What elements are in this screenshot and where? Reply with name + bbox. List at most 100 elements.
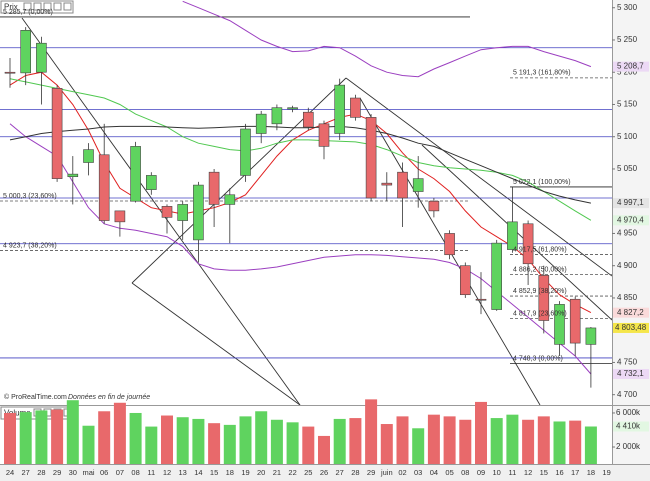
volume-bar [443,416,456,464]
panel-title: Volume [4,409,31,418]
candle-body [255,113,267,134]
volume-bar [569,420,582,464]
candle-body [4,71,16,74]
volume-bar [223,424,236,464]
x-tick-label: 28 [37,468,45,477]
x-tick-label: 07 [116,468,124,477]
volume-bar [333,418,346,464]
trend-line [21,17,301,405]
x-tick-label: 30 [69,468,77,477]
volume-bar [318,435,330,464]
x-tick-label: 22 [288,468,296,477]
overlay-label: 4 997,1 [617,198,644,207]
x-tick-label: 29 [367,468,375,477]
volume-bar [145,426,158,464]
volume-last-label: 4 410k [616,422,641,431]
volume-bar [192,418,205,464]
x-tick-label: 17 [571,468,579,477]
y-tick-label: 4 850 [617,293,638,302]
overlay-line [9,125,591,204]
retracement-label: 4 923,7 (38,20%) [3,242,57,249]
volume-bar [427,414,440,464]
x-tick-label: 15 [540,468,548,477]
candle-body [318,123,330,147]
volume-bar [475,401,487,464]
retracement-label: 5 285,7 (0,00%) [3,9,53,16]
candle-body [130,146,141,202]
x-tick-label: 16 [555,468,563,477]
x-tick-label: 19 [241,468,249,477]
y-tick-label: 5 050 [617,164,638,173]
x-tick-label: 21 [273,468,281,477]
volume-bar [506,414,519,464]
volume-bar [4,412,16,464]
retracement-label: 5 022,1 (100,00%) [513,179,571,186]
volume-bar [365,399,378,464]
volume-bar [584,426,597,464]
icon[interactable] [23,2,32,11]
volume-tick-label: 2 000k [616,442,641,451]
price-toolbar: Prix [0,0,74,14]
y-tick-label: 4 700 [617,390,638,399]
overlay-line [9,78,592,221]
x-tick-label: 13 [179,468,187,477]
volume-bar [66,400,79,464]
x-tick-label: 29 [53,468,61,477]
icon[interactable] [53,2,62,11]
overlay-label: 4 732,1 [617,369,644,378]
candle-body [240,128,251,176]
volume-bar [537,416,550,464]
volume-bar [161,415,173,464]
x-tick-label: 09 [477,468,485,477]
overlay-label-bg [613,307,649,318]
icon[interactable] [43,2,52,11]
candle-body [475,298,487,301]
y-tick-label: 5 250 [617,35,638,44]
overlay-label: 4 970,4 [617,215,644,224]
retracement-label: 4 917,5 (61,80%) [513,246,567,253]
candle-body [491,242,503,310]
x-tick-label: 27 [336,468,344,477]
candle-body [20,30,32,74]
retracement-label: 4 886,2 (50,00%) [513,266,567,273]
candle-body [51,88,63,179]
volume-bar [522,419,535,464]
volume-bar [396,416,409,464]
x-tick-label: 24 [6,468,14,477]
volume-bar [553,421,566,464]
x-tick-label: 04 [430,468,438,477]
x-tick-label: 25 [304,468,312,477]
x-axis-strip [0,464,650,481]
candle-body [287,107,298,110]
x-tick-label: 28 [351,468,359,477]
icon[interactable] [33,2,42,11]
candle-body [554,304,565,345]
candle-body [114,210,126,223]
candle-body [161,206,173,218]
overlay-label: 5 208,7 [617,62,644,71]
candle-body [36,42,47,73]
volume-bar [270,419,283,464]
candle-body [146,175,157,190]
candle-body [585,327,597,345]
x-tick-label: 15 [210,468,218,477]
x-tick-label: 08 [131,468,139,477]
icon[interactable] [63,2,72,11]
x-tick-label: 19 [602,468,610,477]
candle-body [444,233,455,256]
volume-bar [176,417,189,464]
overlay-line [182,0,592,78]
candle-body [302,111,314,128]
retracement-label: 4 852,9 (38,20%) [513,288,567,295]
volume-bar [35,410,48,464]
y-tick-label: 5 300 [617,3,638,12]
x-tick-label: 12 [163,468,171,477]
trend-line [345,77,612,277]
overlay-label-bg [613,215,649,226]
candle-body [428,200,440,212]
panel-title: Prix [4,3,18,12]
volume-bar [490,418,503,464]
volume-bar [113,402,126,464]
